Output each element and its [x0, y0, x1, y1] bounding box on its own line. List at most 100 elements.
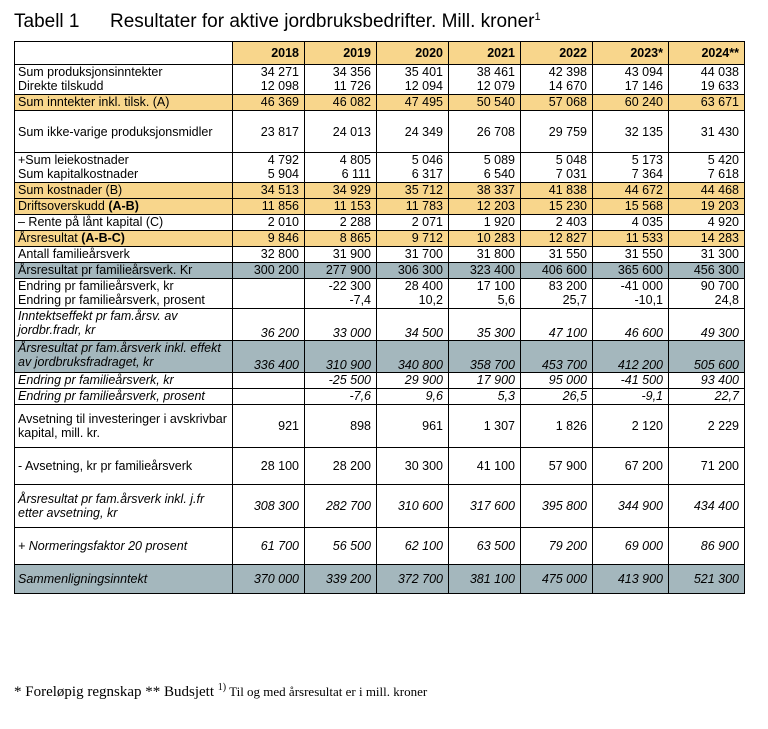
value-cell-2019: 4 805 6 111 — [304, 152, 377, 183]
value-cell-2020: 9,6 — [376, 388, 449, 405]
value-cell-2023: -41 000 -10,1 — [592, 278, 669, 309]
value-text: 33 000 — [332, 326, 371, 340]
table-row: Årsresultat pr fam.årsverk inkl. effekt … — [14, 340, 745, 373]
value-cell-2021: 50 540 — [448, 94, 521, 111]
row-label: Sammenligningsinntekt — [14, 564, 233, 594]
value-cell-2020: 340 800 — [376, 340, 449, 373]
table-row: Årsresultat (A-B-C) 9 846 8 865 9 712 10 283… — [14, 230, 745, 247]
year-header: 2024** — [668, 41, 745, 65]
value-text: 42 398 — [548, 65, 587, 79]
value-text: 10,2 — [418, 293, 443, 307]
value-cell-2018: 34 271 12 098 — [232, 64, 305, 95]
value-cell-2021: 381 100 — [448, 564, 521, 594]
value-cell-2019: 898 — [304, 404, 377, 448]
value-text: 26,5 — [562, 389, 587, 403]
row-label-text: – Rente på lånt kapital (C) — [18, 215, 164, 229]
value-cell-2020: 62 100 — [376, 527, 449, 565]
value-cell-2023: 60 240 — [592, 94, 669, 111]
value-text: 12 094 — [404, 79, 443, 93]
value-text: 6 540 — [483, 167, 515, 181]
value-text: 10 283 — [476, 231, 515, 245]
value-text: 79 200 — [548, 539, 587, 553]
value-text: 43 094 — [624, 65, 663, 79]
value-text: -7,6 — [349, 389, 371, 403]
value-cell-2018: 28 100 — [232, 447, 305, 485]
value-cell-2023: 11 533 — [592, 230, 669, 247]
row-label: – Rente på lånt kapital (C) — [14, 214, 233, 231]
value-cell-2020: 5 046 6 317 — [376, 152, 449, 183]
value-text: 1 826 — [555, 419, 587, 433]
value-cell-2020: 47 495 — [376, 94, 449, 111]
value-text: 4 792 — [267, 153, 299, 167]
value-cell-2020: 35 401 12 094 — [376, 64, 449, 95]
value-text: 31 800 — [476, 247, 515, 261]
value-cell-2021: 323 400 — [448, 262, 521, 279]
footnote-text: Til og med årsresultat er i mill. kroner — [226, 684, 428, 699]
value-text: 46 369 — [260, 95, 299, 109]
table-row: Sum inntekter inkl. tilsk. (A) 46 369 46 0… — [14, 94, 745, 111]
value-cell-2022: 79 200 — [520, 527, 593, 565]
value-cell-2024: 456 300 — [668, 262, 745, 279]
value-cell-2021: 5,3 — [448, 388, 521, 405]
value-cell-2019: 310 900 — [304, 340, 377, 373]
value-text: 15 230 — [548, 199, 587, 213]
value-text: 12 203 — [476, 199, 515, 213]
value-text: 34 356 — [332, 65, 371, 79]
value-text: 71 200 — [700, 459, 739, 473]
row-label-text: Årsresultat pr fam.årsverk inkl. effekt … — [18, 341, 221, 369]
value-cell-2018: 300 200 — [232, 262, 305, 279]
value-text: 2 120 — [631, 419, 663, 433]
row-label: Sum produksjonsinntekter Direkte tilskudd — [14, 64, 233, 95]
value-text: 44 468 — [700, 183, 739, 197]
row-label-formula: (A-B-C) — [81, 231, 125, 245]
value-cell-2019: 28 200 — [304, 447, 377, 485]
value-text: 29 900 — [404, 373, 443, 387]
row-label-text: +Sum leiekostnader — [18, 153, 129, 167]
footnote-mark: 1) — [217, 682, 227, 693]
value-text: 26 708 — [476, 124, 515, 139]
value-cell-2021: 12 203 — [448, 198, 521, 215]
value-text: 19 203 — [700, 199, 739, 213]
value-cell-2023: 43 094 17 146 — [592, 64, 669, 95]
value-text: 5 046 — [411, 153, 443, 167]
value-text: 47 495 — [404, 95, 443, 109]
value-cell-2018: 9 846 — [232, 230, 305, 247]
value-cell-2021: 17 100 5,6 — [448, 278, 521, 309]
row-label: Antall familieårsverk — [14, 246, 233, 263]
year-header: 2018 — [232, 41, 305, 65]
value-text: 9 712 — [411, 231, 443, 245]
value-cell-2020: 11 783 — [376, 198, 449, 215]
table-body: Sum produksjonsinntekter Direkte tilskudd… — [14, 64, 745, 594]
value-text: 413 900 — [617, 572, 663, 586]
value-text: 12 079 — [476, 79, 515, 93]
row-label-text: Avsetning til investeringer i avskrivbar… — [18, 412, 227, 440]
value-cell-2021: 358 700 — [448, 340, 521, 373]
value-text: 11 726 — [333, 79, 371, 93]
value-text: 57 900 — [548, 459, 587, 473]
year-header: 2019 — [304, 41, 377, 65]
value-cell-2020: 31 700 — [376, 246, 449, 263]
value-cell-2020: 961 — [376, 404, 449, 448]
row-label-text: Endring pr familieårsverk, kr — [18, 373, 174, 387]
row-label: Årsresultat pr fam.årsverk inkl. j.fr et… — [14, 484, 233, 528]
row-label-text: Sum kostnader (B) — [18, 183, 123, 197]
value-text: 11 856 — [261, 199, 299, 213]
row-label-text: Årsresultat pr fam.årsverk inkl. j.fr et… — [18, 492, 205, 520]
value-text: 11 153 — [333, 199, 371, 213]
value-text: 365 600 — [617, 263, 663, 277]
row-label-text: Sum kapitalkostnader — [18, 167, 139, 181]
value-cell-2022: 47 100 — [520, 308, 593, 341]
value-cell-2019: 277 900 — [304, 262, 377, 279]
value-text: 15 568 — [624, 199, 663, 213]
value-text: -7,4 — [349, 293, 371, 307]
value-text: 90 700 — [700, 279, 739, 293]
row-label-text: Inntektseffekt pr fam.årsv. av jordbr.fr… — [18, 309, 178, 337]
table-title: Resultater for aktive jordbruksbedrifter… — [110, 11, 535, 32]
value-cell-2018: 921 — [232, 404, 305, 448]
value-cell-2023: 413 900 — [592, 564, 669, 594]
value-text: 35 712 — [404, 183, 443, 197]
value-cell-2023: -41 500 — [592, 372, 669, 389]
table-row: Inntektseffekt pr fam.årsv. av jordbr.fr… — [14, 308, 745, 341]
footnote-text: * Foreløpig regnskap ** Budsjett — [14, 684, 218, 700]
value-cell-2020: 9 712 — [376, 230, 449, 247]
